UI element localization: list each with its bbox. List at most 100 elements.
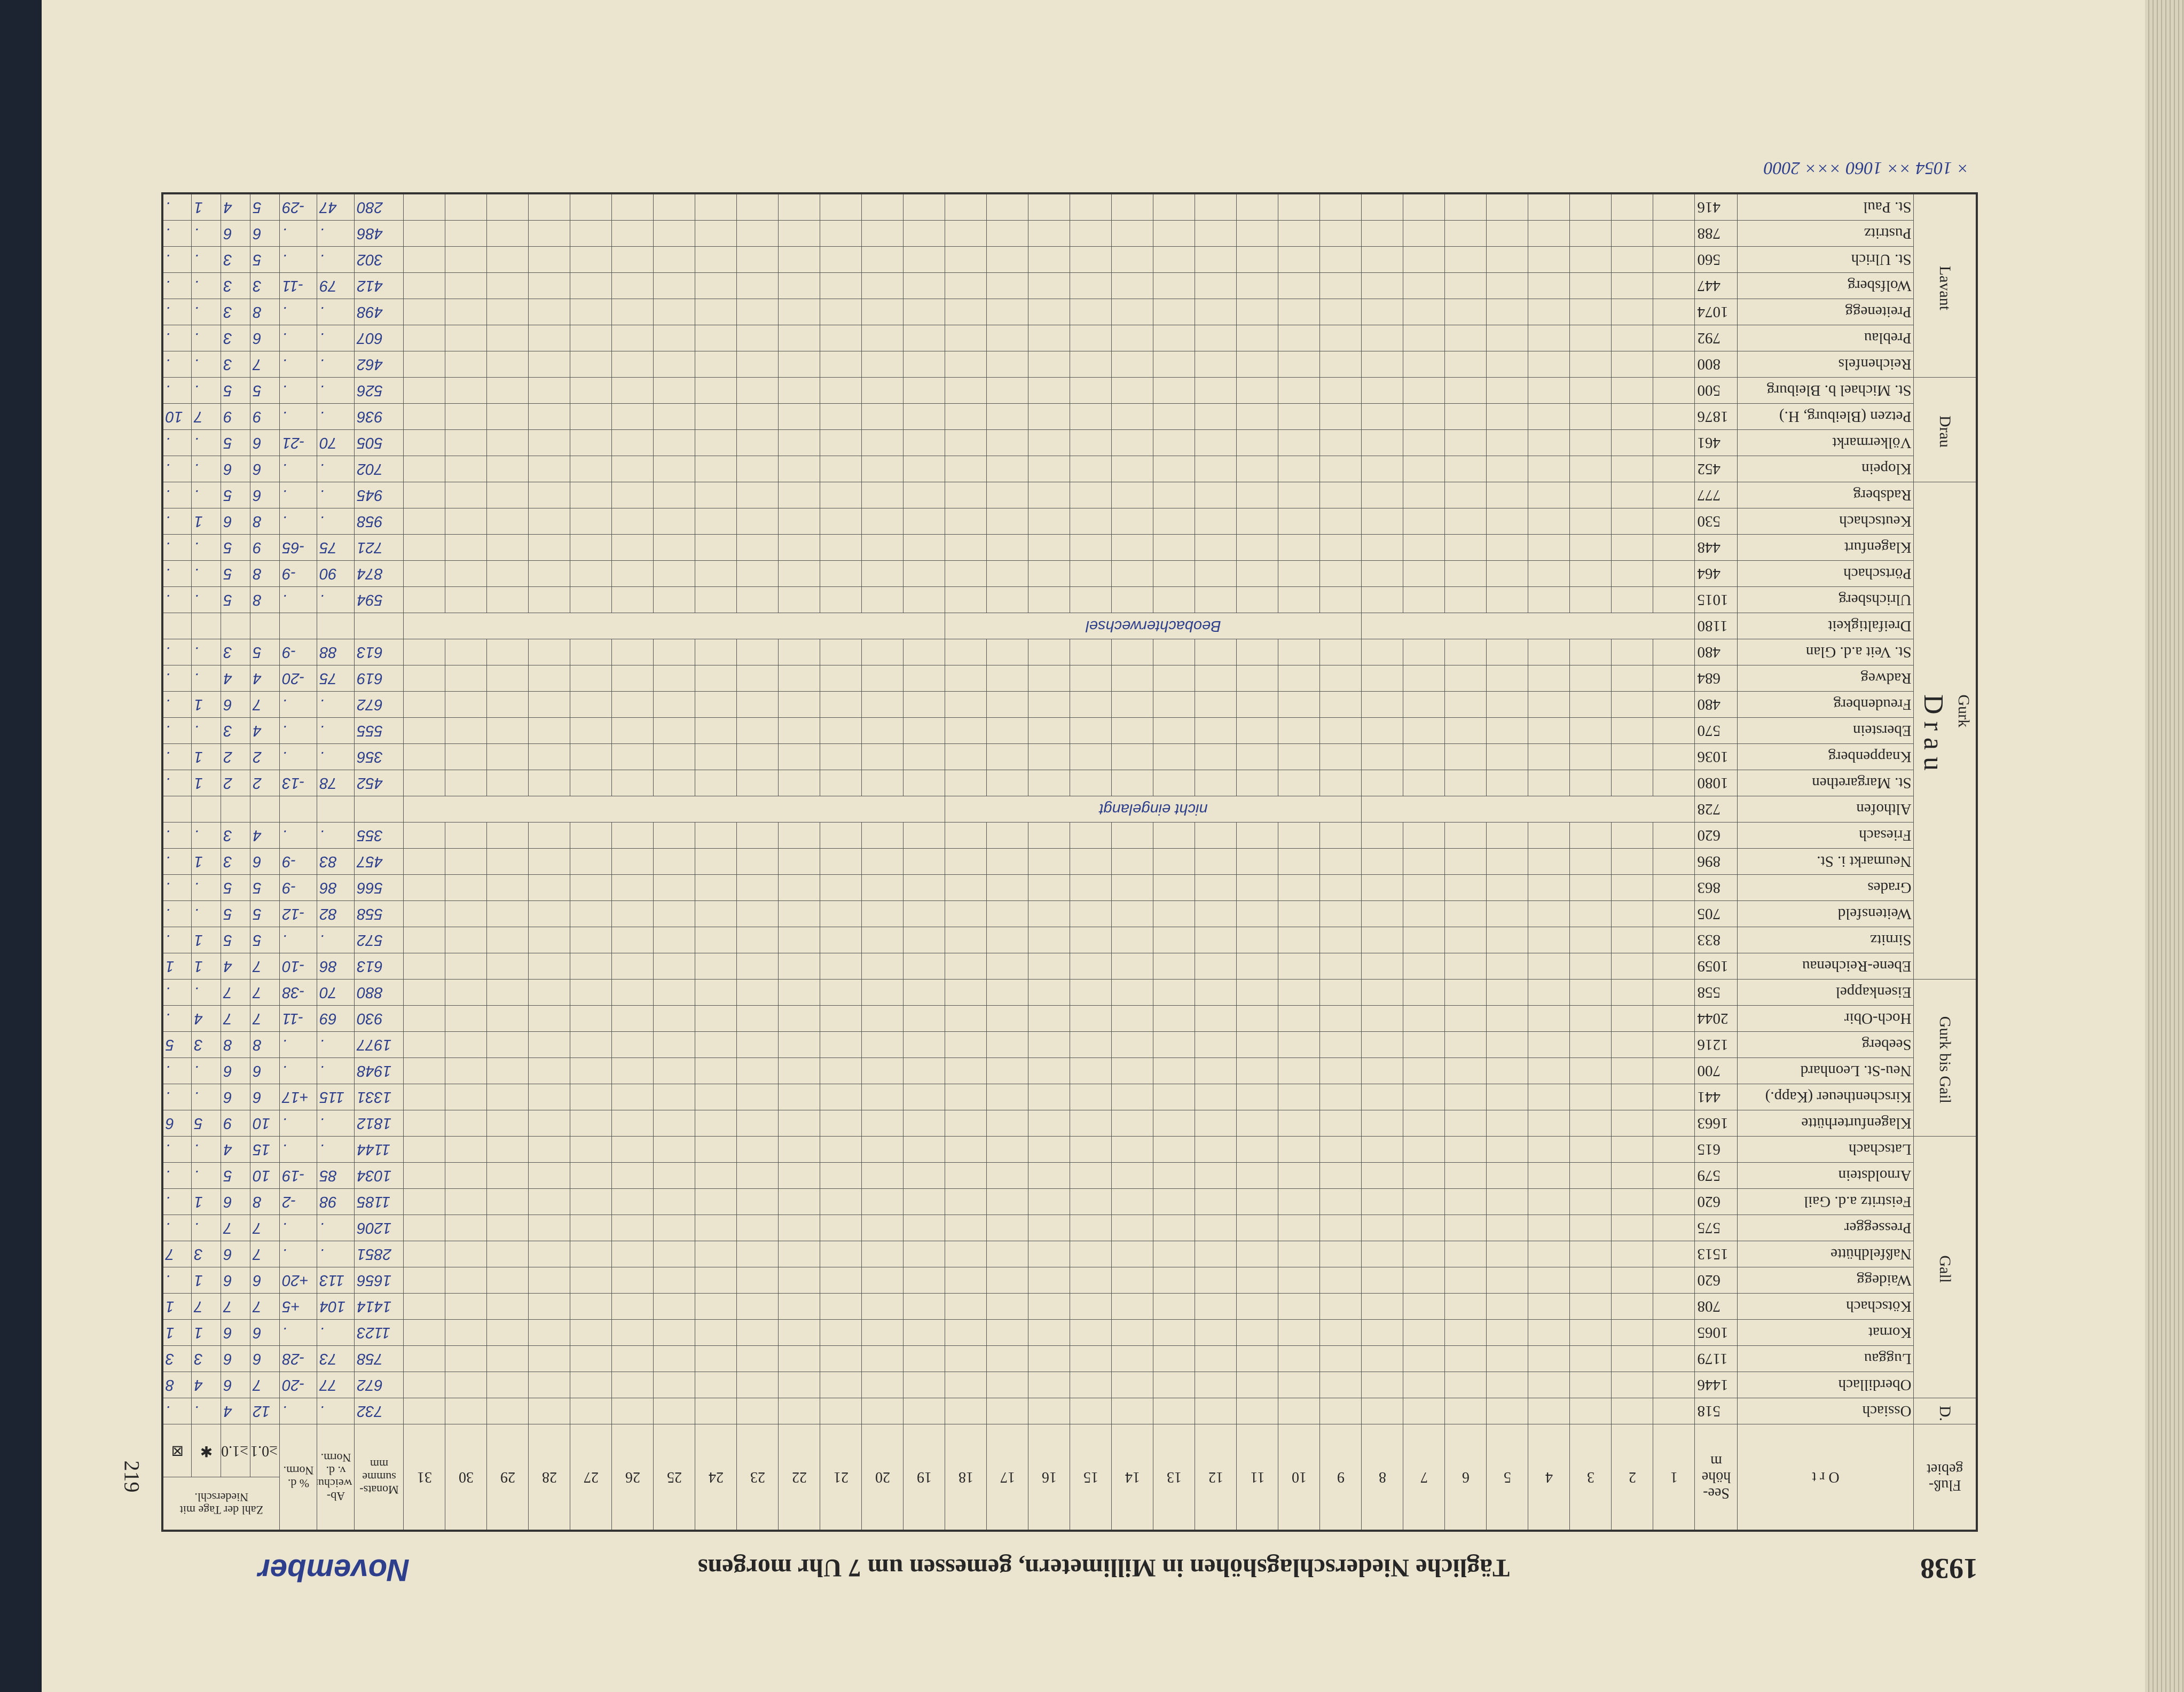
- value-cell: 7: [250, 979, 280, 1006]
- value-cell: 1123: [355, 1319, 404, 1346]
- day-cell: [820, 534, 862, 561]
- station-height: 615: [1695, 1136, 1738, 1163]
- day-cell: [1028, 953, 1070, 980]
- station-height: 579: [1695, 1162, 1738, 1189]
- day-cell: [695, 639, 737, 665]
- station-name: Seeberg: [1738, 1031, 1914, 1058]
- value-cell: 82: [317, 900, 355, 927]
- day-cell: [945, 377, 987, 404]
- day-cell: [1445, 691, 1487, 718]
- day-cell: [1237, 1267, 1278, 1294]
- station-name: Radsberg: [1738, 482, 1914, 508]
- value-cell: 613: [355, 639, 404, 665]
- value-cell: -10: [280, 953, 317, 980]
- value-cell: 6: [162, 1110, 192, 1137]
- day-cell: [570, 1031, 612, 1058]
- day-cell: [1278, 1267, 1320, 1294]
- day-cell: [445, 1215, 487, 1241]
- day-cell: [1070, 534, 1112, 561]
- day-cell: [1570, 848, 1612, 875]
- day-cell: [1070, 1372, 1112, 1398]
- day-cell: [820, 1188, 862, 1215]
- day-cell: [529, 272, 570, 299]
- day-cell: [1362, 429, 1403, 456]
- day-cell: [404, 979, 445, 1006]
- day-cell: [1278, 1084, 1320, 1110]
- page-number: 219: [120, 1460, 144, 1493]
- day-cell: [1362, 560, 1403, 587]
- station-height: 620: [1695, 822, 1738, 849]
- day-cell: [1445, 272, 1487, 299]
- day-cell: [1445, 665, 1487, 692]
- value-cell: .: [280, 1110, 317, 1137]
- day-cell: [654, 586, 695, 613]
- day-cell: [1487, 691, 1528, 718]
- day-cell: [654, 1215, 695, 1241]
- day-cell: [862, 1058, 904, 1084]
- value-cell: 4: [192, 1005, 221, 1032]
- day-cell: [1195, 1215, 1237, 1241]
- day-cell: [1112, 1136, 1153, 1163]
- day-cell: [737, 272, 779, 299]
- station-row: St. Margarethen 1080 452 78 -13 2 2 1.: [162, 770, 1977, 796]
- day-cell: [1112, 1188, 1153, 1215]
- day-cell: [654, 1005, 695, 1032]
- day-cell: [404, 1110, 445, 1137]
- day-cell: [1487, 1293, 1528, 1320]
- day-cell: [570, 1372, 612, 1398]
- day-cell: [1237, 927, 1278, 953]
- day-cell: [1153, 508, 1195, 535]
- day-cell: [570, 482, 612, 508]
- value-cell: 5: [221, 377, 250, 404]
- station-row: Arnoldstein 579 1034 85 -19 10 5..: [162, 1162, 1977, 1189]
- day-cell: [1362, 325, 1403, 351]
- day-cell: [404, 1084, 445, 1110]
- day-cell: [612, 1188, 654, 1215]
- day-cell: [529, 822, 570, 849]
- paper: 1938 Tägliche Niederschlagshöhen in Mill…: [42, 0, 2145, 1692]
- station-row: Ulrichsberg 1015 594.. 8 5..: [162, 586, 1977, 613]
- day-cell: [987, 403, 1028, 430]
- day-cell: [1487, 900, 1528, 927]
- day-cell: [1320, 743, 1362, 770]
- day-cell: [1237, 822, 1278, 849]
- day-cell: [612, 429, 654, 456]
- day-cell: [1570, 403, 1612, 430]
- day-cell: [404, 534, 445, 561]
- day-cell: [612, 1293, 654, 1320]
- day-cell: [1487, 1398, 1528, 1424]
- day-cell: [654, 246, 695, 273]
- day-cell: [904, 1162, 945, 1189]
- value-cell: -38: [280, 979, 317, 1006]
- value-cell: 6: [250, 482, 280, 508]
- day-cell: [570, 193, 612, 221]
- day-cell: [1487, 1372, 1528, 1398]
- day-cell: [695, 900, 737, 927]
- value-cell: -9: [280, 639, 317, 665]
- day-cell: [570, 1267, 612, 1294]
- day-cell: [1112, 534, 1153, 561]
- day-cell: [1445, 560, 1487, 587]
- day-cell: [1070, 665, 1112, 692]
- day-cell: [945, 1345, 987, 1372]
- day-cell: [529, 1372, 570, 1398]
- day-cell: [612, 1372, 654, 1398]
- day-cell: [1362, 377, 1403, 404]
- station-height: 1663: [1695, 1110, 1738, 1137]
- day-cell: [1528, 1372, 1570, 1398]
- day-cell: [1403, 639, 1445, 665]
- day-cell: [445, 456, 487, 482]
- day-cell: [1570, 717, 1612, 744]
- day-cell: [1028, 1162, 1070, 1189]
- station-name: Neu-St. Leonhard: [1738, 1058, 1914, 1084]
- day-cell: [404, 822, 445, 849]
- day-cell: [529, 691, 570, 718]
- value-cell: 555: [355, 717, 404, 744]
- value-cell: 7: [192, 403, 221, 430]
- day-cell: [1528, 1031, 1570, 1058]
- value-cell: .: [192, 560, 221, 587]
- day-cell: [612, 299, 654, 325]
- day-cell: [1278, 743, 1320, 770]
- day-cell: [779, 246, 820, 273]
- value-cell: 9: [221, 1110, 250, 1137]
